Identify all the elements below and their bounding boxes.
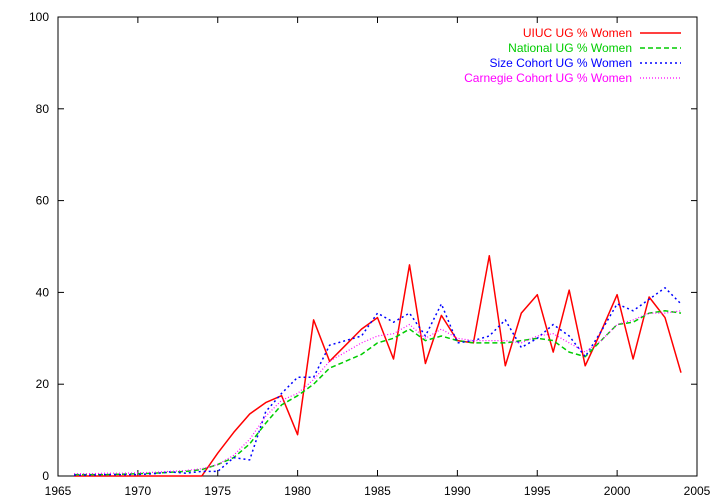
y-tick-label: 80 <box>36 102 50 116</box>
x-tick-label: 1980 <box>284 484 311 498</box>
y-tick-label: 40 <box>36 285 50 299</box>
x-tick-label: 1970 <box>125 484 152 498</box>
x-tick-label: 2000 <box>604 484 631 498</box>
series-line-uiuc-ug-women <box>74 254 682 477</box>
plot-frame <box>57 16 698 477</box>
x-tick-label: 1985 <box>364 484 391 498</box>
series-group <box>74 254 682 477</box>
legend-label: National UG % Women <box>508 41 632 55</box>
series-line-carnegie-cohort-ug-women <box>74 310 682 475</box>
series-line-national-ug-women <box>74 310 682 476</box>
x-tick-label: 1995 <box>524 484 551 498</box>
axes: 1965 1970 1975 1980 1985 1990 1995 2000 2005 0 20 4… <box>29 10 711 498</box>
y-tick-label: 20 <box>36 377 50 391</box>
legend-label: UIUC UG % Women <box>523 26 632 40</box>
legend-label: Size Cohort UG % Women <box>490 56 633 70</box>
x-tick-label: 1990 <box>444 484 471 498</box>
legend-label: Carnegie Cohort UG % Women <box>464 71 632 85</box>
x-tick-label: 2005 <box>684 484 711 498</box>
x-tick-label: 1965 <box>45 484 72 498</box>
series-line-size-cohort-ug-women <box>74 287 682 476</box>
y-tick-label: 60 <box>36 194 50 208</box>
y-tick-label: 100 <box>29 10 49 24</box>
x-tick-label: 1975 <box>204 484 231 498</box>
y-tick-label: 0 <box>42 469 49 483</box>
